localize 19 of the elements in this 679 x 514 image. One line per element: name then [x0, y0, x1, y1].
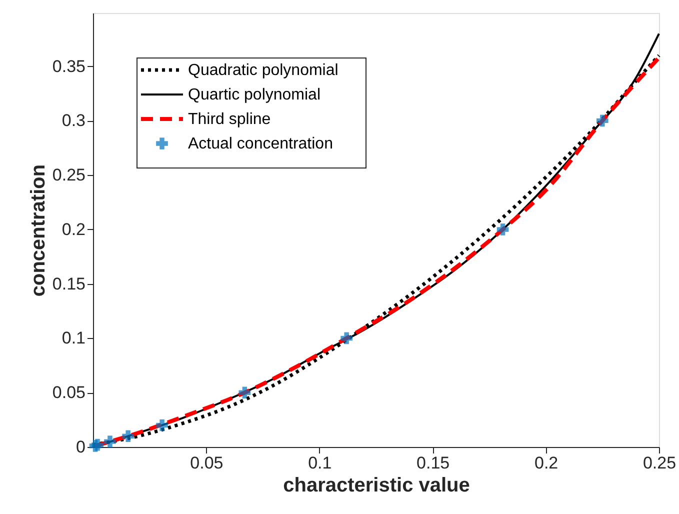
- y-tick-label: 0.05: [52, 383, 86, 402]
- legend-label: Quadratic polynomial: [188, 62, 338, 79]
- legend-label: Actual concentration: [188, 136, 333, 152]
- y-tick-label: 0.2: [62, 220, 86, 239]
- x-tick-label: 0.05: [190, 454, 224, 472]
- x-tick-label: 0.1: [308, 454, 332, 472]
- x-tick-label: 0.15: [416, 454, 450, 472]
- y-tick-label: 0.15: [52, 274, 86, 294]
- x-tick-label: 0.2: [534, 454, 558, 472]
- legend-label: Third spline: [188, 111, 271, 128]
- legend-label: Quartic polynomial: [188, 86, 320, 104]
- y-tick-label: 0: [76, 438, 86, 456]
- x-tick-label: 0.25: [642, 454, 676, 472]
- x-axis-title: characteristic value: [283, 474, 470, 496]
- y-axis-title: concentration: [27, 164, 50, 297]
- y-tick-label: 0.3: [62, 111, 86, 130]
- y-tick-label: 0.1: [62, 328, 86, 348]
- y-tick-label: 0.35: [52, 56, 86, 76]
- y-tick-label: 0.25: [52, 166, 86, 185]
